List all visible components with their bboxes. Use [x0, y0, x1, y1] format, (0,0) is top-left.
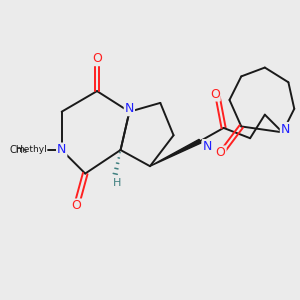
Text: O: O [216, 146, 226, 159]
Text: O: O [210, 88, 220, 100]
Text: O: O [71, 200, 81, 212]
Text: N: N [203, 140, 212, 153]
Polygon shape [150, 139, 201, 166]
Text: H: H [113, 178, 121, 188]
Text: methyl: methyl [15, 146, 46, 154]
Text: N: N [281, 123, 290, 136]
Text: N: N [125, 102, 134, 115]
Text: N: N [57, 143, 66, 157]
Text: CH₃: CH₃ [10, 145, 28, 155]
Text: O: O [92, 52, 102, 65]
Text: H: H [216, 151, 224, 161]
